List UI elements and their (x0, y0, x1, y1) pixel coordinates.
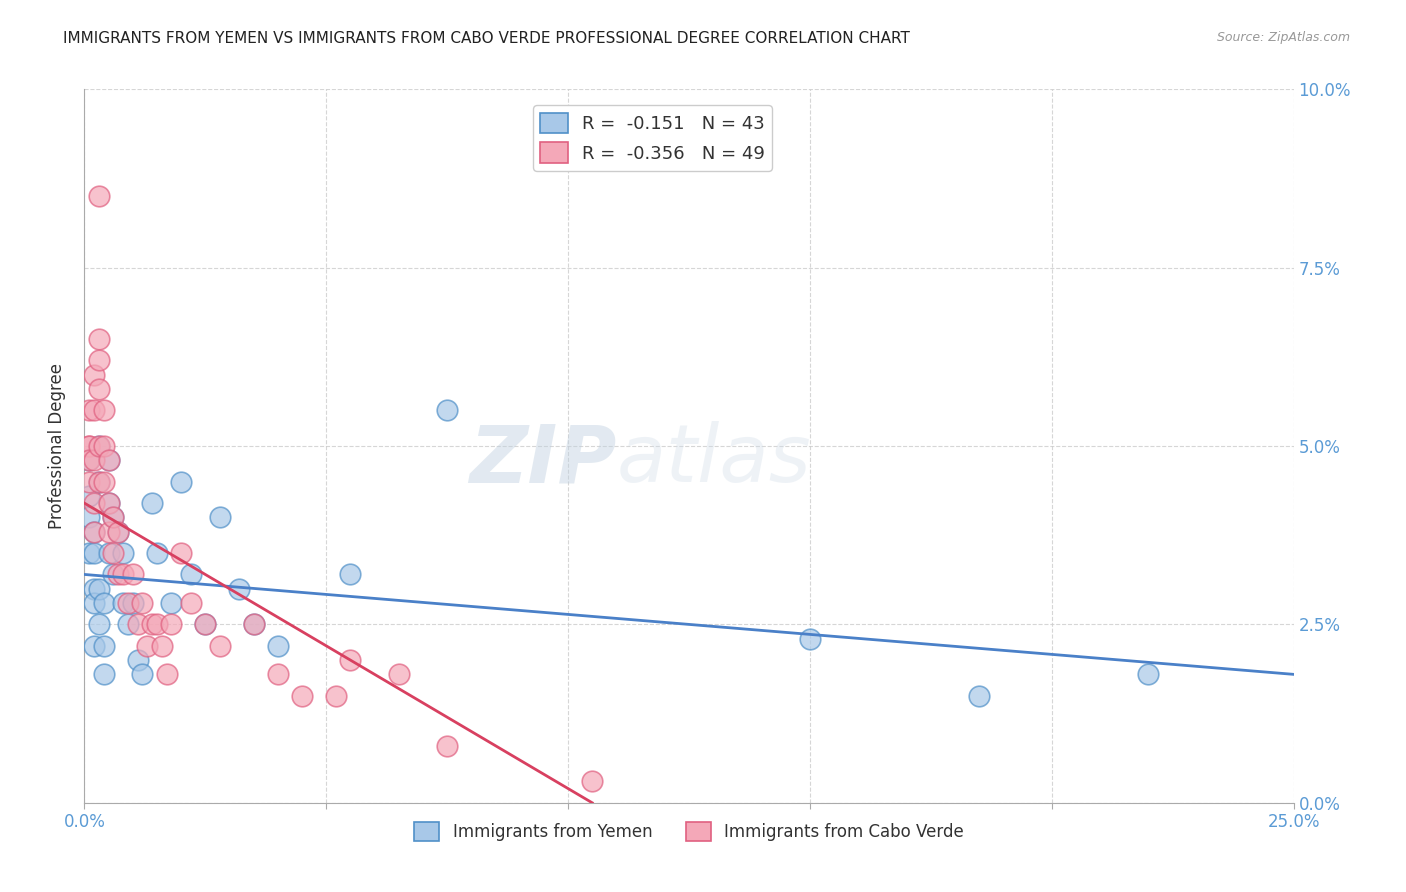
Point (83, 524, 105, 539)
Point (267, 667, 290, 681)
Point (77, 489, 100, 503)
Point (87, 475, 110, 489)
Text: atlas: atlas (616, 421, 811, 500)
Point (87, 382, 110, 396)
Point (160, 596, 183, 610)
Point (103, 567, 125, 582)
Point (967, 689, 990, 703)
Point (93, 596, 115, 610)
Legend: Immigrants from Yemen, Immigrants from Cabo Verde: Immigrants from Yemen, Immigrants from C… (408, 815, 970, 848)
Point (267, 639, 290, 653)
Point (103, 510, 125, 524)
Point (77, 439, 100, 453)
Point (194, 617, 217, 632)
Point (87, 475, 110, 489)
Point (93, 403, 115, 417)
Point (127, 617, 149, 632)
Point (87, 439, 110, 453)
Point (97, 524, 120, 539)
Point (141, 496, 163, 510)
Point (93, 439, 115, 453)
Point (117, 596, 139, 610)
Point (87, 189, 110, 203)
Point (581, 774, 603, 789)
Point (107, 567, 129, 582)
Text: IMMIGRANTS FROM YEMEN VS IMMIGRANTS FROM CABO VERDE PROFESSIONAL DEGREE CORRELAT: IMMIGRANTS FROM YEMEN VS IMMIGRANTS FROM… (63, 31, 910, 46)
Point (170, 475, 193, 489)
Point (97, 453, 120, 467)
Point (93, 475, 115, 489)
Point (107, 524, 129, 539)
Point (83, 582, 105, 596)
Point (83, 453, 105, 467)
Point (112, 546, 135, 560)
Point (436, 403, 458, 417)
Point (87, 353, 110, 368)
Point (242, 617, 264, 632)
Point (121, 596, 143, 610)
Point (228, 582, 250, 596)
Point (121, 567, 143, 582)
Point (339, 567, 361, 582)
Point (87, 439, 110, 453)
Point (291, 689, 314, 703)
Point (194, 617, 217, 632)
Point (339, 653, 361, 667)
Point (97, 496, 120, 510)
Point (136, 639, 159, 653)
Point (77, 510, 100, 524)
Text: Source: ZipAtlas.com: Source: ZipAtlas.com (1216, 31, 1350, 45)
Point (112, 596, 135, 610)
Point (799, 632, 821, 646)
Point (83, 639, 105, 653)
Point (83, 524, 105, 539)
Point (131, 596, 153, 610)
Point (93, 639, 115, 653)
Point (112, 567, 135, 582)
Point (170, 546, 193, 560)
Point (77, 403, 100, 417)
Y-axis label: Professional Degree: Professional Degree (48, 363, 66, 529)
Point (77, 475, 100, 489)
Point (146, 617, 169, 632)
Point (87, 582, 110, 596)
Point (77, 453, 100, 467)
Point (83, 546, 105, 560)
Point (160, 617, 183, 632)
Point (117, 617, 139, 632)
Point (77, 439, 100, 453)
Point (208, 510, 231, 524)
Point (97, 453, 120, 467)
Point (83, 368, 105, 382)
Point (150, 639, 173, 653)
Point (436, 739, 458, 753)
Text: ZIP: ZIP (470, 421, 616, 500)
Point (131, 667, 153, 681)
Point (103, 546, 125, 560)
Point (325, 689, 347, 703)
Point (180, 596, 202, 610)
Point (146, 546, 169, 560)
Point (87, 617, 110, 632)
Point (1137, 667, 1160, 681)
Point (155, 667, 177, 681)
Point (103, 510, 125, 524)
Point (97, 546, 120, 560)
Point (83, 596, 105, 610)
Point (83, 403, 105, 417)
Point (87, 332, 110, 346)
Point (77, 453, 100, 467)
Point (107, 524, 129, 539)
Point (93, 667, 115, 681)
Point (180, 567, 202, 582)
Point (141, 617, 163, 632)
Point (127, 653, 149, 667)
Point (83, 496, 105, 510)
Point (388, 667, 411, 681)
Point (208, 639, 231, 653)
Point (97, 496, 120, 510)
Point (77, 546, 100, 560)
Point (242, 617, 264, 632)
